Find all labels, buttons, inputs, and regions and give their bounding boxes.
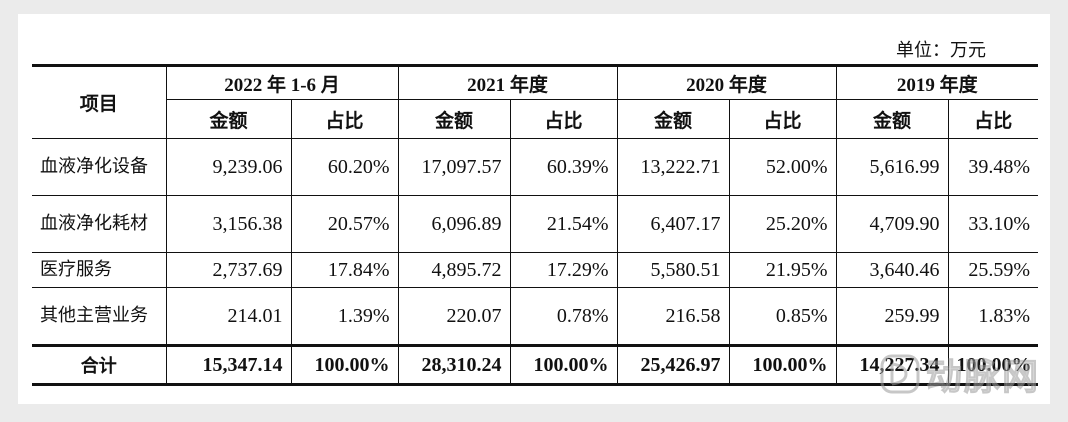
ratio-cell: 60.39% — [509, 138, 618, 196]
header-row-metrics: 金额 占比 金额 占比 金额 占比 金额 占比 — [32, 99, 1039, 139]
period-header: 2021 年度 — [397, 65, 618, 100]
amount-header: 金额 — [835, 99, 949, 139]
total-ratio-cell: 100.00% — [290, 344, 399, 385]
table-row: 血液净化耗材 3,156.38 20.57% 6,096.89 21.54% 6… — [32, 195, 1039, 253]
ratio-header: 占比 — [509, 99, 618, 139]
row-category: 医疗服务 — [32, 252, 167, 288]
amount-cell: 4,895.72 — [397, 252, 511, 288]
ratio-cell: 60.20% — [290, 138, 399, 196]
ratio-cell: 21.54% — [509, 195, 618, 253]
amount-cell: 5,580.51 — [616, 252, 730, 288]
amount-cell: 5,616.99 — [835, 138, 949, 196]
ratio-cell: 33.10% — [947, 195, 1039, 253]
ratio-cell: 39.48% — [947, 138, 1039, 196]
ratio-cell: 17.84% — [290, 252, 399, 288]
arterial-network-logo-icon — [880, 354, 920, 394]
amount-header: 金额 — [397, 99, 511, 139]
amount-cell: 2,737.69 — [165, 252, 292, 288]
total-ratio-cell: 100.00% — [728, 344, 837, 385]
amount-header: 金额 — [616, 99, 730, 139]
watermark-text: 动脉网 — [925, 357, 1040, 399]
amount-header: 金额 — [166, 99, 292, 139]
amount-cell: 220.07 — [397, 287, 511, 346]
watermark: 动脉网 — [880, 348, 1040, 400]
total-ratio-cell: 100.00% — [509, 344, 618, 385]
amount-cell: 6,096.89 — [397, 195, 511, 253]
amount-cell: 9,239.06 — [165, 138, 292, 196]
amount-cell: 4,709.90 — [835, 195, 949, 253]
ratio-cell: 21.95% — [728, 252, 837, 288]
ratio-cell: 20.57% — [290, 195, 399, 253]
ratio-cell: 1.83% — [947, 287, 1039, 346]
ratio-cell: 52.00% — [728, 138, 837, 196]
document-page: 单位：万元 项目 2022 年 1-6 月 2021 年度 2020 年度 20… — [18, 14, 1050, 404]
item-column-header: 项目 — [32, 65, 167, 139]
total-amount-cell: 15,347.14 — [165, 344, 292, 385]
period-header: 2022 年 1-6 月 — [165, 65, 399, 100]
ratio-cell: 25.59% — [947, 252, 1039, 288]
amount-cell: 3,156.38 — [165, 195, 292, 253]
ratio-cell: 0.78% — [509, 287, 618, 346]
ratio-header: 占比 — [947, 99, 1039, 139]
unit-label: 单位：万元 — [896, 40, 986, 61]
amount-cell: 216.58 — [616, 287, 730, 346]
header-row-periods: 项目 2022 年 1-6 月 2021 年度 2020 年度 2019 年度 — [32, 65, 1039, 139]
ratio-cell: 1.39% — [290, 287, 399, 346]
period-header: 2019 年度 — [835, 65, 1039, 100]
revenue-table: 项目 2022 年 1-6 月 2021 年度 2020 年度 2019 年度 … — [32, 64, 1039, 386]
ratio-cell: 25.20% — [728, 195, 837, 253]
ratio-header: 占比 — [290, 99, 399, 139]
row-category: 血液净化设备 — [32, 138, 167, 196]
row-category: 血液净化耗材 — [32, 195, 167, 253]
ratio-header: 占比 — [728, 99, 837, 139]
total-amount-cell: 28,310.24 — [397, 344, 511, 385]
total-amount-cell: 25,426.97 — [616, 344, 730, 385]
amount-cell: 13,222.71 — [616, 138, 730, 196]
total-label: 合计 — [32, 344, 167, 385]
amount-cell: 214.01 — [165, 287, 292, 346]
amount-cell: 17,097.57 — [397, 138, 511, 196]
total-ratio-cell: 100.00% — [947, 344, 1039, 385]
amount-cell: 3,640.46 — [835, 252, 949, 288]
table-row: 医疗服务 2,737.69 17.84% 4,895.72 17.29% 5,5… — [32, 252, 1039, 288]
table-row: 血液净化设备 9,239.06 60.20% 17,097.57 60.39% … — [32, 138, 1039, 196]
row-category: 其他主营业务 — [32, 287, 167, 346]
amount-cell: 259.99 — [835, 287, 949, 346]
ratio-cell: 17.29% — [509, 252, 618, 288]
amount-cell: 6,407.17 — [616, 195, 730, 253]
period-header: 2020 年度 — [616, 65, 837, 100]
table-row: 其他主营业务 214.01 1.39% 220.07 0.78% 216.58 … — [32, 287, 1039, 346]
ratio-cell: 0.85% — [728, 287, 837, 346]
